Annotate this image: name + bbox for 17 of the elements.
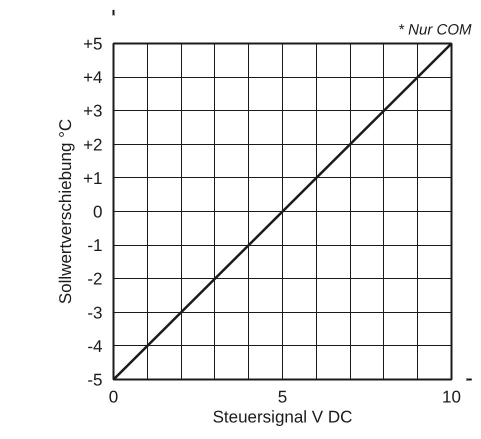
y-axis-title: Sollwertverschiebung °C — [56, 118, 76, 304]
x-tick-label: 10 — [442, 388, 461, 406]
x-tick-label: 0 — [108, 388, 118, 406]
y-tick-label: 0 — [93, 202, 103, 222]
y-tick-label: +4 — [83, 68, 103, 88]
y-tick-label: -2 — [87, 270, 103, 289]
y-tick-label: -4 — [87, 336, 103, 356]
y-tick-label: +3 — [83, 102, 103, 121]
x-tick-label: 5 — [278, 388, 288, 406]
y-tick-label: +1 — [83, 168, 103, 188]
x-axis-title: Steuersignal V DC — [212, 408, 352, 426]
y-tick-label: -3 — [87, 303, 103, 322]
y-tick-label: +5 — [83, 34, 103, 54]
y-tick-label: -1 — [87, 236, 103, 256]
y-tick-label: +2 — [83, 135, 103, 154]
text: * Nur COM — [398, 22, 472, 38]
y-tick-label: -5 — [87, 370, 103, 390]
